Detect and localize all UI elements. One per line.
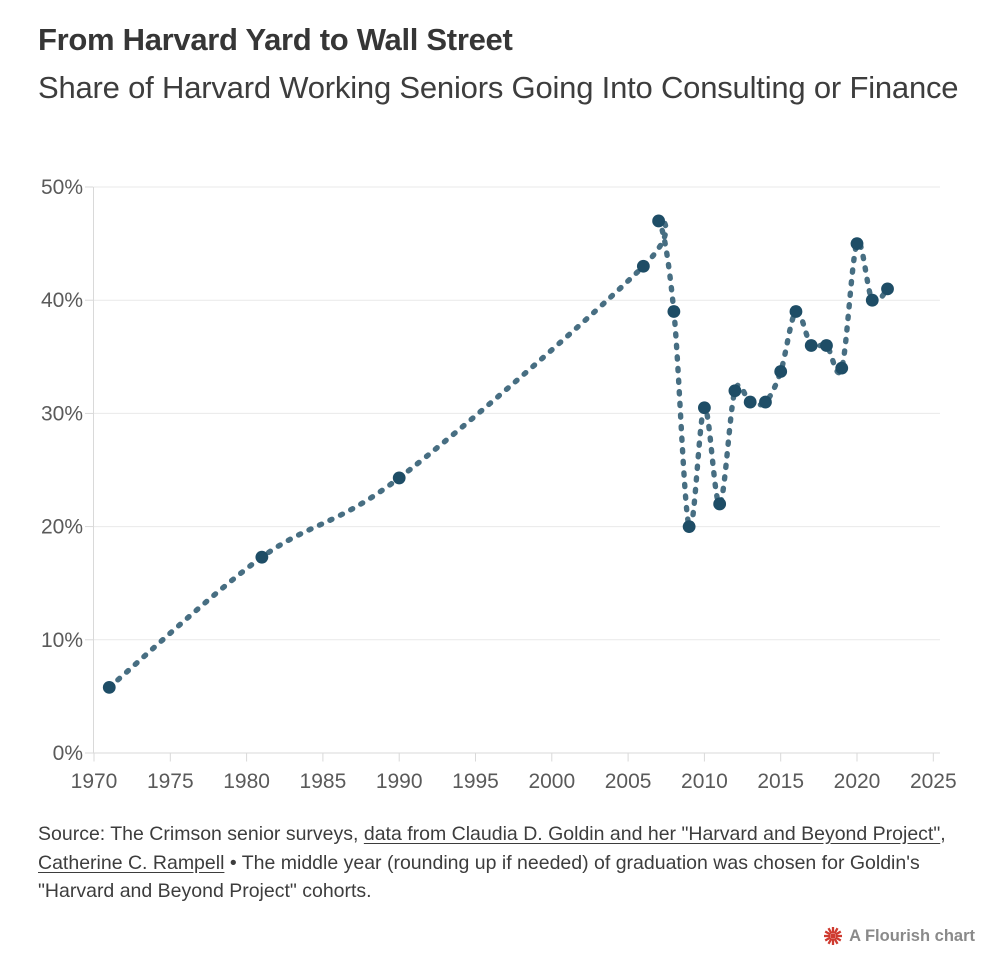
x-tick-label: 1980 bbox=[223, 770, 270, 793]
x-tick-label: 2000 bbox=[528, 770, 575, 793]
data-point-1971[interactable] bbox=[102, 680, 116, 694]
data-point-2007[interactable] bbox=[652, 214, 666, 228]
chart-header: From Harvard Yard to Wall Street Share o… bbox=[38, 22, 968, 109]
x-tick-label: 1985 bbox=[300, 770, 347, 793]
x-axis-labels: 1970 1975 1980 1985 1990 1995 2000 2005 2010 2015… bbox=[71, 753, 957, 793]
y-tick-label: 20% bbox=[41, 516, 83, 539]
chart-canvas: 0% 10% 20% 30% 40% 50% 1970 1975 1980 1985 1990 199… bbox=[41, 176, 957, 793]
x-tick-label: 1990 bbox=[376, 770, 423, 793]
source-text: • The middle year (rounding up if needed… bbox=[38, 851, 920, 903]
x-tick-label: 2020 bbox=[834, 770, 881, 793]
data-point-2006[interactable] bbox=[636, 259, 650, 273]
chart-title: From Harvard Yard to Wall Street bbox=[38, 22, 513, 57]
source-text: Source: The Crimson senior surveys, bbox=[38, 823, 364, 845]
source-note: Source: The Crimson senior surveys, data… bbox=[38, 820, 964, 906]
flourish-attribution-label: A Flourish chart bbox=[849, 926, 975, 945]
data-point-2021[interactable] bbox=[865, 293, 879, 307]
y-tick-label: 30% bbox=[41, 402, 83, 425]
y-tick-label: 0% bbox=[53, 742, 83, 765]
x-tick-label: 1975 bbox=[147, 770, 194, 793]
x-tick-label: 1970 bbox=[71, 770, 118, 793]
y-tick-label: 40% bbox=[41, 289, 83, 312]
x-tick-label: 1995 bbox=[452, 770, 499, 793]
x-tick-label: 2010 bbox=[681, 770, 728, 793]
data-point-2013[interactable] bbox=[743, 395, 757, 409]
source-link[interactable]: Catherine C. Rampell bbox=[38, 851, 225, 874]
data-point-2010[interactable] bbox=[698, 401, 711, 415]
source-text: , bbox=[940, 823, 946, 845]
source-link[interactable]: data from Claudia D. Goldin and her "Har… bbox=[363, 823, 941, 845]
data-point-1981[interactable] bbox=[255, 550, 269, 564]
data-point-2015[interactable] bbox=[774, 365, 788, 378]
data-point-2014[interactable] bbox=[759, 395, 772, 409]
data-point-2012[interactable] bbox=[728, 384, 742, 398]
y-axis-labels: 0% 10% 20% 30% 40% 50% bbox=[41, 176, 83, 765]
x-tick-label: 2005 bbox=[605, 770, 652, 793]
gridlines bbox=[85, 186, 940, 754]
data-points[interactable] bbox=[102, 214, 894, 694]
data-point-2008[interactable] bbox=[667, 305, 681, 318]
data-point-2009[interactable] bbox=[682, 520, 696, 533]
chart-subtitle: Share of Harvard Working Seniors Going I… bbox=[38, 70, 959, 105]
data-point-2020[interactable] bbox=[850, 237, 864, 251]
data-point-1990[interactable] bbox=[392, 471, 406, 485]
y-tick-label: 10% bbox=[41, 629, 83, 652]
x-tick-label: 2015 bbox=[757, 770, 804, 793]
y-tick-label: 50% bbox=[41, 176, 83, 199]
data-point-2019[interactable] bbox=[835, 361, 849, 375]
x-tick-label: 2025 bbox=[910, 770, 957, 793]
data-point-2022[interactable] bbox=[881, 282, 894, 296]
data-point-2017[interactable] bbox=[804, 339, 818, 352]
data-point-2018[interactable] bbox=[820, 339, 833, 352]
flourish-attribution[interactable]: A Flourish chart bbox=[823, 926, 975, 946]
data-point-2016[interactable] bbox=[789, 305, 803, 318]
data-point-2011[interactable] bbox=[713, 497, 727, 511]
series-line bbox=[106, 215, 891, 691]
flourish-burst-icon bbox=[824, 927, 843, 945]
